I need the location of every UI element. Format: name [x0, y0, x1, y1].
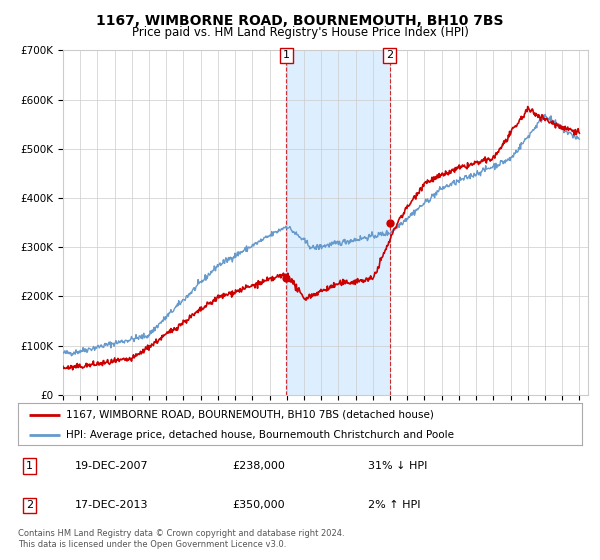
Text: Contains HM Land Registry data © Crown copyright and database right 2024.: Contains HM Land Registry data © Crown c…	[18, 529, 344, 538]
Text: £350,000: £350,000	[232, 501, 285, 510]
Text: 31% ↓ HPI: 31% ↓ HPI	[368, 461, 427, 471]
Text: This data is licensed under the Open Government Licence v3.0.: This data is licensed under the Open Gov…	[18, 540, 286, 549]
Text: 2: 2	[386, 50, 393, 60]
Text: 1167, WIMBORNE ROAD, BOURNEMOUTH, BH10 7BS: 1167, WIMBORNE ROAD, BOURNEMOUTH, BH10 7…	[96, 14, 504, 28]
Text: 17-DEC-2013: 17-DEC-2013	[74, 501, 148, 510]
Text: £238,000: £238,000	[232, 461, 285, 471]
Text: 1: 1	[26, 461, 33, 471]
Text: 1167, WIMBORNE ROAD, BOURNEMOUTH, BH10 7BS (detached house): 1167, WIMBORNE ROAD, BOURNEMOUTH, BH10 7…	[66, 410, 434, 420]
Text: Price paid vs. HM Land Registry's House Price Index (HPI): Price paid vs. HM Land Registry's House …	[131, 26, 469, 39]
Text: 1: 1	[283, 50, 290, 60]
Bar	[286, 50, 389, 395]
Text: 2% ↑ HPI: 2% ↑ HPI	[368, 501, 420, 510]
Text: 2: 2	[26, 501, 33, 510]
Text: HPI: Average price, detached house, Bournemouth Christchurch and Poole: HPI: Average price, detached house, Bour…	[66, 430, 454, 440]
Text: 19-DEC-2007: 19-DEC-2007	[74, 461, 148, 471]
